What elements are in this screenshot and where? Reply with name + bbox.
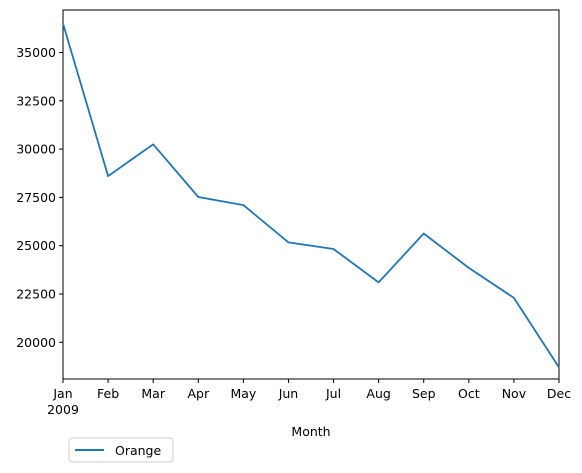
y-tick-label: 35000 — [16, 45, 56, 60]
x-tick-label: Apr — [187, 386, 209, 401]
y-tick-label: 30000 — [16, 142, 56, 157]
legend-label-orange: Orange — [115, 443, 161, 458]
series-layer — [62, 23, 560, 368]
y-tick-label: 32500 — [16, 93, 56, 108]
x-tick-label: May — [230, 386, 256, 401]
y-tick-label: 20000 — [16, 335, 56, 350]
x-axis: Jan Feb Mar Apr May Jun Jul Aug Sep Oct Nov Dec — [52, 379, 571, 401]
x-tick-label: Dec — [547, 386, 571, 401]
x-axis-title: Month — [291, 424, 330, 439]
y-tick-label: 22500 — [16, 286, 56, 301]
series-line-orange — [62, 23, 560, 368]
y-axis: 20000 22500 25000 27500 30000 32500 35000 — [16, 45, 63, 350]
y-tick-label: 27500 — [16, 190, 56, 205]
x-year-label: 2009 — [47, 402, 79, 417]
x-tick-label: Aug — [366, 386, 390, 401]
x-tick-label: Oct — [458, 386, 480, 401]
plot-area — [62, 9, 560, 380]
x-tick-label: Jun — [278, 386, 299, 401]
legend-frame — [68, 437, 174, 463]
y-tick-label: 25000 — [16, 238, 56, 253]
legend: Orange — [68, 437, 174, 463]
x-tick-label: Nov — [502, 386, 527, 401]
x-tick-label: Feb — [97, 386, 119, 401]
x-tick-label: Sep — [412, 386, 436, 401]
x-tick-label: Mar — [141, 386, 165, 401]
x-tick-label: Jul — [325, 386, 341, 401]
x-tick-label: Jan — [52, 386, 72, 401]
